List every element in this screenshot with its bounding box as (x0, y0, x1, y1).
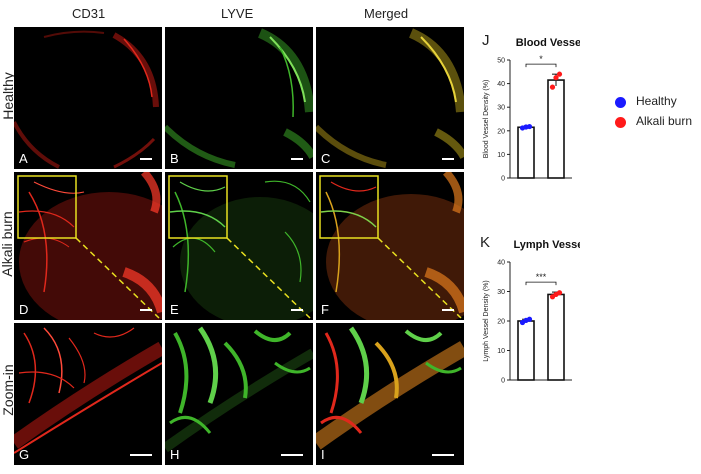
significance-bracket (525, 63, 557, 68)
y-tick-label: 20 (497, 128, 505, 135)
panel-letter-a: A (19, 151, 28, 166)
panel-letter-e: E (170, 302, 179, 317)
bar-healthy (517, 126, 535, 179)
micrograph-panel-i: I (316, 323, 464, 465)
micrograph-panel-d: D (14, 172, 162, 320)
panel-letter-i: I (321, 447, 325, 462)
y-tick-label: 10 (497, 152, 505, 159)
y-tick-label: 10 (497, 348, 505, 355)
bar-healthy (517, 320, 535, 381)
panel-letter-c: C (321, 151, 331, 166)
column-header-merged: Merged (364, 6, 409, 21)
micrograph-panel-a: A (14, 27, 162, 169)
y-tick-label: 40 (497, 81, 505, 88)
bar-alkali-burn (547, 293, 565, 381)
data-point (549, 84, 556, 90)
scale-bar (432, 454, 454, 456)
micrograph-panel-h: H (165, 323, 313, 465)
column-header-cd31: CD31 (72, 6, 106, 21)
micrograph-panel-g: G (14, 323, 162, 465)
data-point (526, 123, 533, 130)
panel-letter-h: H (170, 447, 180, 462)
y-tick-label: 30 (497, 105, 505, 112)
micrograph-panel-c: C (316, 27, 464, 169)
legend-dot-healthy (615, 97, 626, 108)
y-tick-label: 40 (497, 260, 505, 267)
row-label-alkali-burn: Alkali burn (0, 211, 15, 277)
scale-bar (140, 309, 152, 311)
y-axis-label: Blood Vessel Density (%) (483, 80, 490, 159)
significance-bracket (525, 281, 557, 286)
scale-bar (140, 158, 152, 160)
panel-letter-k: K (480, 234, 491, 251)
data-point (553, 75, 559, 81)
panel-letter-d: D (19, 302, 29, 317)
legend-label-healthy: Healthy (636, 94, 677, 108)
bar-alkali-burn (547, 79, 565, 179)
lymph-vessel-density-chart: Lymph Vessels 0 10 20 30 40 Lymph Vessel Densi… (483, 239, 580, 385)
data-point (556, 290, 563, 296)
panel-letter-g: G (19, 447, 30, 462)
data-point (526, 316, 533, 322)
significance-label: * (539, 54, 543, 64)
panel-letter-f: F (321, 302, 329, 317)
micrograph-panel-b: B (165, 27, 313, 169)
y-tick-label: 0 (501, 378, 505, 385)
legend-dot-alkali-burn (615, 117, 626, 128)
scale-bar (130, 454, 152, 456)
column-header-lyve: LYVE (221, 6, 254, 21)
y-tick-label: 20 (497, 319, 505, 326)
scale-bar (291, 309, 303, 311)
chart-title: Blood Vessels (516, 37, 580, 49)
panel-letter-b: B (170, 151, 179, 166)
scale-bar (442, 309, 454, 311)
y-tick-label: 30 (497, 289, 505, 296)
panel-letter-j: J (482, 32, 490, 49)
y-tick-label: 50 (497, 58, 505, 65)
y-axis-label: Lymph Vessel Density (%) (483, 280, 490, 361)
y-tick-label: 0 (501, 176, 505, 183)
scale-bar (442, 158, 454, 160)
chart-title: Lymph Vessels (513, 239, 580, 251)
blood-vessel-density-chart: Blood Vessels 0 10 20 30 40 50 Blood Vessel Den… (483, 37, 580, 183)
scale-bar (281, 454, 303, 456)
scale-bar (291, 158, 303, 160)
significance-label: *** (536, 272, 547, 282)
legend-label-alkali-burn: Alkali burn (636, 114, 693, 128)
data-point (556, 71, 563, 77)
micrograph-panel-e: E (165, 172, 313, 320)
micrograph-panel-f: F (316, 172, 464, 320)
